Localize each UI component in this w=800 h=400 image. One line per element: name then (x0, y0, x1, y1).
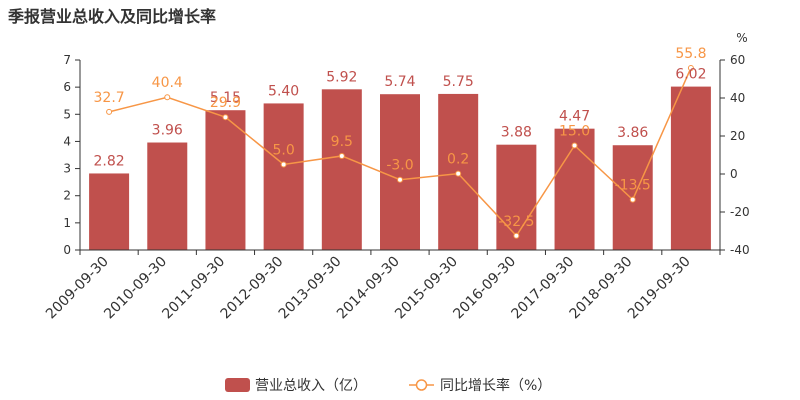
growth-point (106, 108, 113, 115)
right-tick-label: 40 (730, 91, 745, 105)
bar (380, 94, 420, 250)
bar (89, 173, 130, 250)
bar (321, 89, 362, 250)
bar-value-label: 3.96 (152, 123, 183, 139)
bar (147, 142, 188, 250)
bar-value-label: 5.92 (326, 69, 357, 85)
growth-point (222, 114, 229, 121)
legend-bar-label: 营业总收入（亿） (255, 378, 367, 394)
left-tick-label: 2 (63, 189, 71, 203)
bar-value-label: 6.02 (675, 67, 706, 83)
growth-value-label: -32.5 (498, 214, 534, 230)
growth-value-label: 0.2 (447, 152, 469, 168)
bar-value-label: 3.88 (501, 125, 532, 141)
growth-point (397, 176, 403, 183)
bar-value-label: 5.40 (268, 83, 299, 99)
bar-value-label: 3.86 (617, 125, 648, 141)
growth-value-label: 55.8 (675, 46, 706, 62)
growth-point (629, 196, 636, 203)
bar (496, 144, 537, 250)
left-tick-label: 7 (63, 53, 71, 67)
growth-value-label: 5.0 (273, 143, 295, 159)
left-tick-label: 4 (63, 134, 71, 148)
growth-point (164, 94, 171, 101)
growth-point (280, 161, 287, 168)
legend: 营业总收入（亿） 同比增长率（%） (225, 377, 551, 394)
chart-title: 季报营业总收入及同比增长率 (8, 7, 217, 26)
right-tick-label: -40 (730, 243, 750, 257)
growth-point (513, 232, 520, 239)
legend-bar-swatch (225, 378, 250, 392)
growth-point (338, 152, 345, 159)
bar (263, 103, 304, 250)
right-tick-label: 20 (730, 129, 745, 143)
right-axis-unit: % (736, 31, 747, 45)
line-series (106, 64, 694, 239)
right-tick-label: -20 (730, 205, 750, 219)
bar-series (89, 86, 711, 250)
growth-point (687, 64, 694, 71)
bar (554, 128, 595, 250)
growth-point (571, 142, 578, 149)
bar (670, 86, 711, 250)
left-tick-label: 6 (63, 80, 71, 94)
growth-value-label: 40.4 (152, 75, 183, 91)
growth-value-label: -3.0 (386, 158, 413, 174)
bar-value-label: 5.15 (210, 90, 241, 106)
left-tick-label: 5 (63, 107, 71, 121)
bar-value-label: 2.82 (94, 153, 125, 169)
growth-value-label: 15.0 (559, 124, 590, 140)
bar (205, 110, 246, 250)
data-labels: 2.82 3.96 5.15 5.40 5.92 5.74 5.75 3.88 4.47 3.86… (94, 46, 707, 230)
bar-value-label: 4.47 (559, 109, 590, 125)
legend-line-label: 同比增长率（%） (440, 377, 551, 394)
left-tick-label: 3 (63, 162, 71, 176)
right-tick-label: 0 (730, 167, 738, 181)
right-tick-label: 60 (730, 53, 745, 67)
legend-line-marker (415, 379, 428, 391)
growth-value-label: 32.7 (94, 90, 125, 106)
growth-point (455, 170, 462, 177)
left-tick-label: 0 (63, 243, 71, 257)
growth-value-label: -13.5 (615, 178, 651, 194)
growth-value-label: 29.9 (210, 95, 241, 111)
growth-value-label: 9.5 (331, 134, 353, 150)
bar-value-label: 5.75 (443, 74, 474, 90)
bar-value-label: 5.74 (384, 74, 415, 90)
left-tick-label: 1 (63, 216, 71, 230)
x-tick-label: 2019-09-30 (625, 254, 694, 323)
